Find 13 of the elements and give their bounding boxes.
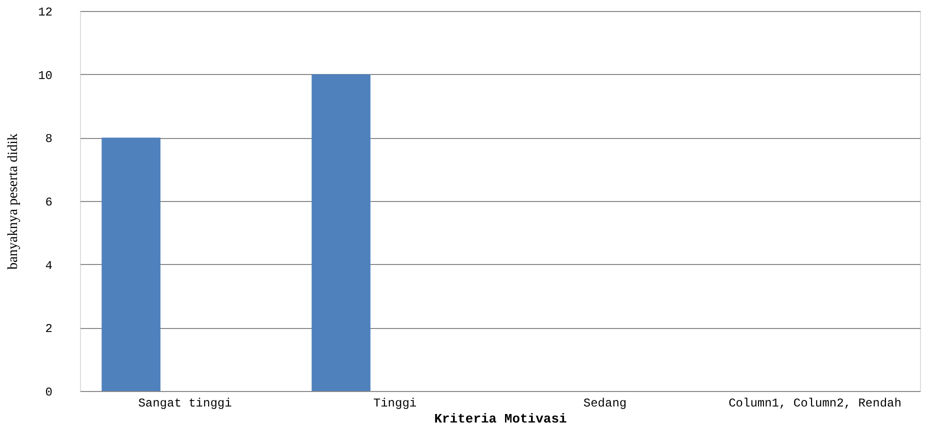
- y-tick-label: 4: [45, 258, 52, 273]
- x-tick-label: Sedang: [583, 396, 627, 410]
- x-axis-title: Kriteria Motivasi: [434, 412, 568, 426]
- x-tick-label: Column1, Column2, Rendah: [728, 396, 902, 410]
- x-tick-label: Sangat tinggi: [138, 396, 232, 410]
- y-tick-label: 8: [45, 132, 52, 146]
- y-axis-title: banyaknya peserta didik: [6, 133, 22, 270]
- y-tick-label: 6: [45, 196, 52, 210]
- y-tick-label: 12: [38, 6, 52, 20]
- y-tick-label: 10: [38, 68, 52, 83]
- y-tick-label: 2: [45, 322, 52, 336]
- x-tick-label: Tinggi: [373, 396, 417, 410]
- y-tick-label: 0: [45, 386, 52, 400]
